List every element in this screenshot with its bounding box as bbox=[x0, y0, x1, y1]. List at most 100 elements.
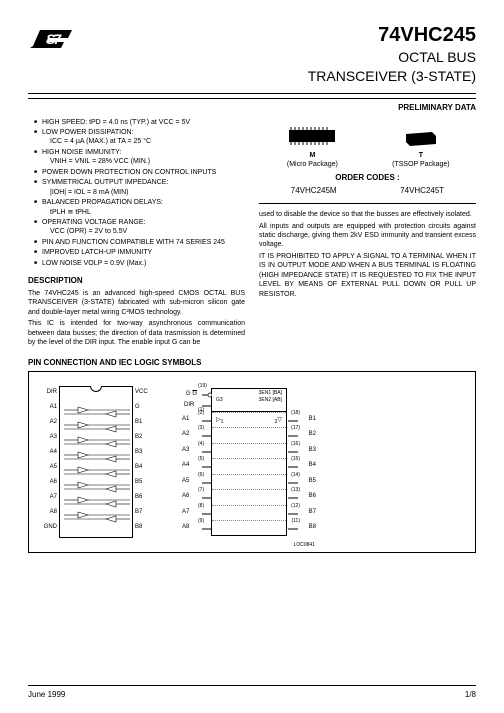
title-block: 74VHC245 OCTAL BUS TRANSCEIVER (3-STATE) bbox=[308, 24, 476, 85]
pin-left-label: A1 bbox=[37, 404, 57, 410]
iec-b-label: B8 bbox=[309, 524, 316, 530]
iec-a-label: A7 bbox=[182, 509, 189, 515]
feature-sub: ICC = 4 µA (MAX.) at TA = 25 °C bbox=[42, 137, 245, 146]
iec-b-label: B7 bbox=[309, 509, 316, 515]
feature-item: BALANCED PROPAGATION DELAYS:tPLH ≅ tPHL bbox=[34, 198, 245, 217]
iec-a-label: A5 bbox=[182, 478, 189, 484]
pkg-t-desc: (TSSOP Package) bbox=[392, 160, 449, 169]
package-t: T (TSSOP Package) bbox=[392, 130, 449, 170]
pin-right-label: VCC bbox=[135, 389, 155, 395]
description-heading: DESCRIPTION bbox=[28, 276, 245, 287]
right-text: used to disable the device so that the b… bbox=[259, 210, 476, 299]
pin-left-label: A2 bbox=[37, 419, 57, 425]
iec-row: A5(6)B5(14) bbox=[212, 474, 286, 490]
iec-row: A2(3)B2(17) bbox=[212, 427, 286, 443]
feature-item: OPERATING VOLTAGE RANGE:VCC (OPR) = 2V t… bbox=[34, 218, 245, 237]
iec-a-label: A1 bbox=[182, 416, 189, 422]
header-rule bbox=[28, 93, 476, 94]
iec-a-label: A6 bbox=[182, 493, 189, 499]
right-p2: All inputs and outputs are equipped with… bbox=[259, 222, 476, 250]
pin-section-title: PIN CONNECTION AND IEC LOGIC SYMBOLS bbox=[28, 358, 476, 367]
description-text: The 74VHC245 is an advanced high-speed C… bbox=[28, 289, 245, 348]
right-p3: IT IS PROHIBITED TO APPLY A SIGNAL TO A … bbox=[259, 252, 476, 299]
part-number: 74VHC245 bbox=[308, 24, 476, 47]
pin-left-label: GND bbox=[37, 524, 57, 530]
feature-item: HIGH SPEED: tPD = 4.0 ns (TYP.) at VCC =… bbox=[34, 118, 245, 127]
pkg-m-label: M bbox=[309, 152, 315, 159]
pkg-m-desc: (Micro Package) bbox=[285, 160, 339, 169]
diagram-container: DIR A1 A2 A3 A4 A5 A6 A7 A8 GND VCC G B1 B2 B3 B4 B5 B6 B… bbox=[28, 371, 476, 553]
feature-item: LOW NOISE VOLP = 0.9V (Max.) bbox=[34, 259, 245, 268]
desc-p2: This IC is intended for two-way asynchro… bbox=[28, 319, 245, 347]
pin-left-label: A7 bbox=[37, 494, 57, 500]
right-column: M (Micro Package) T (TSSOP Package) ORDE… bbox=[259, 118, 476, 350]
iec-dir-pin: DIR bbox=[184, 402, 194, 408]
iec-b-label: B4 bbox=[309, 462, 316, 468]
st-logo: S7 bbox=[28, 24, 78, 61]
iec-row: A3(4)B3(16) bbox=[212, 443, 286, 459]
pin-right-label: B7 bbox=[135, 509, 155, 515]
iec-g3: G3 bbox=[216, 397, 223, 403]
order-codes: 74VHC245M 74VHC245T bbox=[259, 186, 476, 197]
iec-a-label: A2 bbox=[182, 431, 189, 437]
left-column: HIGH SPEED: tPD = 4.0 ns (TYP.) at VCC =… bbox=[28, 118, 245, 350]
iec-symbol: G G DIR 3EN1 [BA] 3EN2 [AB] G3 (19) (1) … bbox=[173, 382, 313, 542]
order-codes-title: ORDER CODES : bbox=[259, 173, 476, 184]
pin-right-label: B3 bbox=[135, 449, 155, 455]
iec-row: A8(9)B8(11) bbox=[212, 520, 286, 536]
pin-left-label: DIR bbox=[37, 389, 57, 395]
pin-right-label: B5 bbox=[135, 479, 155, 485]
feature-item: PIN AND FUNCTION COMPATIBLE WITH 74 SERI… bbox=[34, 238, 245, 247]
log-ref: LOC0841 bbox=[294, 542, 315, 548]
iec-b-label: B6 bbox=[309, 493, 316, 499]
iec-row: A6(7)B6(13) bbox=[212, 489, 286, 505]
package-m: M (Micro Package) bbox=[285, 124, 339, 170]
iec-row: A7(8)B7(12) bbox=[212, 505, 286, 521]
iec-b-label: B3 bbox=[309, 447, 316, 453]
pin-right-label: G bbox=[135, 404, 155, 410]
feature-sub: |IOH| = IOL = 8 mA (MIN) bbox=[42, 188, 245, 197]
pin-left-label: A3 bbox=[37, 434, 57, 440]
iec-b-label: B5 bbox=[309, 478, 316, 484]
pin-right-label: B8 bbox=[135, 524, 155, 530]
title-line1: OCTAL BUS bbox=[308, 49, 476, 66]
footer-date: June 1999 bbox=[28, 690, 65, 699]
feature-sub: tPLH ≅ tPHL bbox=[42, 208, 245, 217]
iec-a-label: A3 bbox=[182, 447, 189, 453]
preliminary-label: PRELIMINARY DATA bbox=[28, 98, 476, 112]
feature-item: SYMMETRICAL OUTPUT IMPEDANCE:|IOH| = IOL… bbox=[34, 178, 245, 197]
divider bbox=[259, 203, 476, 204]
footer-page: 1/8 bbox=[465, 690, 476, 699]
packages-block: M (Micro Package) T (TSSOP Package) ORDE… bbox=[259, 124, 476, 197]
package-images-row: M (Micro Package) T (TSSOP Package) bbox=[259, 124, 476, 170]
content-columns: HIGH SPEED: tPD = 4.0 ns (TYP.) at VCC =… bbox=[28, 118, 476, 350]
feature-item: POWER DOWN PROTECTION ON CONTROL INPUTS bbox=[34, 168, 245, 177]
feature-sub: VCC (OPR) = 2V to 5.5V bbox=[42, 227, 245, 236]
iec-b-label: B2 bbox=[309, 431, 316, 437]
title-line2: TRANSCEIVER (3-STATE) bbox=[308, 68, 476, 85]
feature-sub: VNIH = VNIL = 28% VCC (MIN.) bbox=[42, 157, 245, 166]
iec-row: A4(5)B4(15) bbox=[212, 458, 286, 474]
pin-right-label: B1 bbox=[135, 419, 155, 425]
pin-right-label: B4 bbox=[135, 464, 155, 470]
right-p1: used to disable the device so that the b… bbox=[259, 210, 476, 219]
feature-item: IMPROVED LATCH-UP IMMUNITY bbox=[34, 248, 245, 257]
desc-p1: The 74VHC245 is an advanced high-speed C… bbox=[28, 289, 245, 317]
pin-right-label: B2 bbox=[135, 434, 155, 440]
pkg-t-label: T bbox=[419, 152, 423, 159]
pin-diagram: DIRA1A2A3A4A5A6A7A8GND VCCGB1B2B3B4B5B6B… bbox=[37, 382, 155, 542]
pin-left-label: A6 bbox=[37, 479, 57, 485]
pin-left-label: A4 bbox=[37, 449, 57, 455]
feature-item: LOW POWER DISSIPATION:ICC = 4 µA (MAX.) … bbox=[34, 128, 245, 147]
pin-left-label: A5 bbox=[37, 464, 57, 470]
iec-row: A1(2)B1(18)▷12▽ bbox=[212, 412, 286, 428]
pin-right-label: B6 bbox=[135, 494, 155, 500]
page-footer: June 1999 1/8 bbox=[28, 685, 476, 699]
iec-a-label: A8 bbox=[182, 524, 189, 530]
iec-g-pin: G G bbox=[186, 391, 197, 397]
iec-en1: 3EN1 [BA] bbox=[259, 390, 282, 396]
header-row: S7 74VHC245 OCTAL BUS TRANSCEIVER (3-STA… bbox=[28, 24, 476, 85]
iec-en2: 3EN2 [AB] bbox=[259, 397, 282, 403]
feature-item: HIGH NOISE IMMUNITY:VNIH = VNIL = 28% VC… bbox=[34, 148, 245, 167]
features-list: HIGH SPEED: tPD = 4.0 ns (TYP.) at VCC =… bbox=[28, 118, 245, 269]
